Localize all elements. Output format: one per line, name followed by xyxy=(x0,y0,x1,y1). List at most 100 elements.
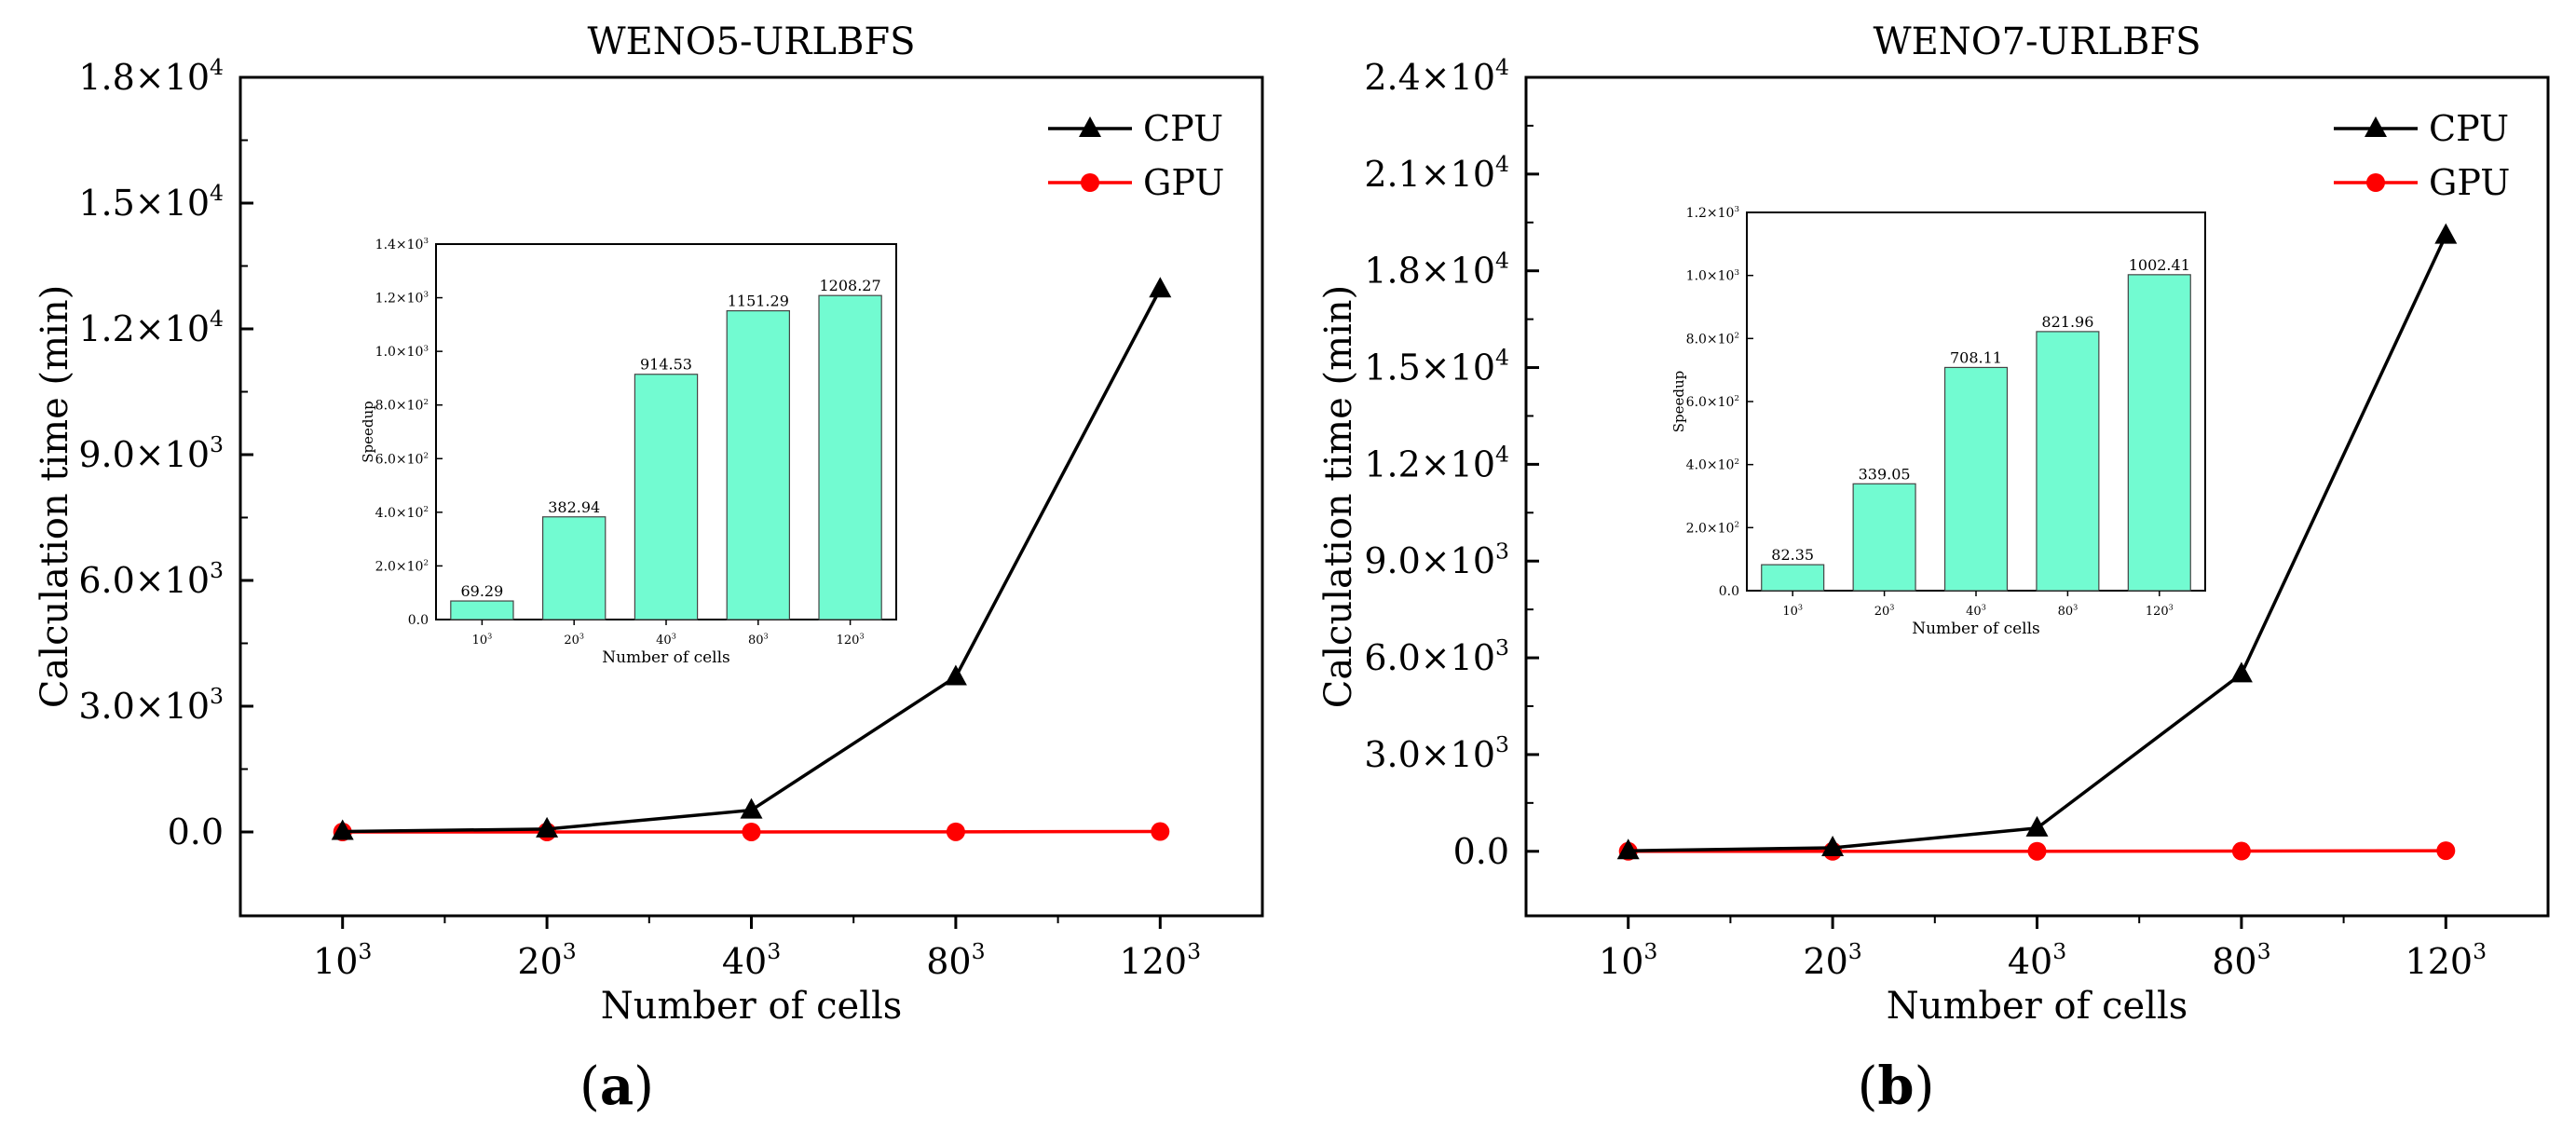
data-point-gpu xyxy=(2231,841,2251,861)
legend-marker-cpu xyxy=(1079,116,1101,137)
inset-x-tick-label: 103 xyxy=(472,633,493,647)
inset-y-tick-label: 1.2×103 xyxy=(375,291,429,307)
inset-y-tick-label: 4.0×102 xyxy=(375,505,429,521)
data-point-cpu xyxy=(536,816,559,838)
inset-x-tick-label: 203 xyxy=(564,633,584,647)
y-tick-label: 9.0×103 xyxy=(78,431,224,475)
y-tick-label: 6.0×103 xyxy=(1364,634,1509,678)
x-tick-label: 803 xyxy=(926,938,985,982)
data-point-gpu xyxy=(2027,841,2047,861)
y-tick-label: 2.4×104 xyxy=(1364,54,1509,98)
y-tick-label: 1.8×104 xyxy=(78,54,224,98)
x-tick-label: 203 xyxy=(517,938,576,982)
y-tick-label: 6.0×103 xyxy=(78,557,224,601)
inset-x-axis-label: Number of cells xyxy=(602,648,730,667)
panel-label: (a) xyxy=(579,1056,654,1117)
y-tick-label: 9.0×103 xyxy=(1364,538,1509,581)
x-tick-label: 1203 xyxy=(1120,938,1202,982)
inset-x-axis-label: Number of cells xyxy=(1912,620,2040,638)
x-tick-label: 803 xyxy=(2212,938,2270,982)
legend-marker-gpu xyxy=(1081,173,1099,192)
y-tick-label: 1.2×104 xyxy=(1364,441,1509,484)
inset-y-tick-label: 6.0×102 xyxy=(1686,394,1739,410)
inset-bar xyxy=(2127,274,2191,592)
data-point-gpu xyxy=(2436,841,2456,861)
y-tick-label: 3.0×103 xyxy=(78,683,224,727)
inset-x-tick-label: 403 xyxy=(656,633,676,647)
inset-bar-value-label: 1151.29 xyxy=(728,293,789,310)
x-tick-label: 203 xyxy=(1803,938,1861,982)
inset-bar xyxy=(818,294,882,620)
data-point-cpu xyxy=(944,664,967,686)
inset-x-tick-label: 203 xyxy=(1874,604,1895,619)
x-tick-label: 103 xyxy=(1599,938,1657,982)
legend-label-cpu: CPU xyxy=(2429,108,2509,149)
legend-marker-gpu xyxy=(2366,173,2385,192)
x-axis-label: Number of cells xyxy=(1887,985,2188,1028)
legend-label-gpu: GPU xyxy=(1143,162,1224,203)
inset-bar-value-label: 821.96 xyxy=(2041,313,2093,331)
data-point-cpu xyxy=(1616,838,1640,860)
data-point-cpu xyxy=(1149,277,1172,298)
inset-bar xyxy=(2036,331,2100,592)
inset-x-tick-label: 803 xyxy=(2058,604,2079,619)
inset-y-tick-label: 8.0×102 xyxy=(375,398,429,414)
x-tick-label: 403 xyxy=(2008,938,2066,982)
x-tick-label: 103 xyxy=(313,938,372,982)
x-tick-label: 403 xyxy=(722,938,781,982)
inset-y-tick-label: 2.0×102 xyxy=(1686,520,1739,536)
y-tick-label: 0.0 xyxy=(1453,831,1509,872)
data-point-cpu xyxy=(740,797,763,819)
x-axis-label: Number of cells xyxy=(601,985,903,1028)
inset-y-tick-label: 1.4×103 xyxy=(375,237,429,252)
data-point-cpu xyxy=(2434,223,2458,244)
data-point-cpu xyxy=(1821,835,1845,856)
y-axis-label: Calculation time (min) xyxy=(34,285,76,708)
inset-bar xyxy=(1852,483,1916,592)
inset-y-tick-label: 6.0×102 xyxy=(375,451,429,467)
x-tick-label: 1203 xyxy=(2406,938,2487,982)
inset-y-tick-label: 1.2×103 xyxy=(1686,205,1739,221)
inset-bar-value-label: 339.05 xyxy=(1859,465,1911,483)
inset-x-tick-label: 403 xyxy=(1966,604,1986,619)
inset-bar xyxy=(542,516,607,620)
legend-label-cpu: CPU xyxy=(1143,108,1223,149)
y-tick-label: 3.0×103 xyxy=(1364,731,1509,775)
inset-bar-value-label: 708.11 xyxy=(1950,348,2002,366)
inset-x-tick-label: 103 xyxy=(1782,604,1803,619)
inset-bar-value-label: 914.53 xyxy=(640,356,692,374)
data-point-cpu xyxy=(331,819,354,840)
inset-bar-value-label: 1208.27 xyxy=(820,277,881,294)
chart-panel-b: WENO7-URLBFS 0.0 3.0×103 6.0×103 9.0×103 1.2×… xyxy=(1317,20,2550,1117)
y-tick-label: 1.5×104 xyxy=(78,180,224,224)
y-axis-label: Calculation time (min) xyxy=(1317,285,1360,708)
inset-y-axis-label: Speedup xyxy=(1670,371,1687,433)
inset-bar-value-label: 1002.41 xyxy=(2129,256,2190,274)
data-point-cpu xyxy=(2229,661,2253,683)
inset-y-axis-label: Speedup xyxy=(360,401,376,463)
inset-bar xyxy=(726,309,790,620)
chart-title: WENO7-URLBFS xyxy=(1873,20,2201,63)
inset-bar xyxy=(1943,366,2009,592)
panel-label: (b) xyxy=(1858,1056,1935,1117)
inset-y-tick-label: 0.0 xyxy=(408,613,429,628)
data-point-cpu xyxy=(2025,815,2049,837)
inset-x-tick-label: 1203 xyxy=(837,633,865,647)
inset-bar-value-label: 382.94 xyxy=(548,498,600,516)
y-tick-label: 2.1×104 xyxy=(1364,151,1509,195)
inset-y-tick-label: 1.0×103 xyxy=(375,344,429,360)
inset-y-tick-label: 8.0×102 xyxy=(1686,331,1739,347)
inset-bar xyxy=(1761,564,1825,592)
y-tick-label: 0.0 xyxy=(168,811,224,852)
inset-x-tick-label: 803 xyxy=(748,633,769,647)
data-point-gpu xyxy=(1151,822,1170,841)
inset-bar xyxy=(634,374,699,620)
inset-bar-chart: 0.0 2.0×102 4.0×102 6.0×102 8.0×102 1.0×103 1.… xyxy=(1670,205,2206,638)
inset-y-tick-label: 1.0×103 xyxy=(1686,268,1739,284)
data-point-gpu xyxy=(946,822,965,841)
inset-y-tick-label: 4.0×102 xyxy=(1686,457,1739,473)
inset-y-tick-label: 2.0×102 xyxy=(375,559,429,575)
inset-bar-value-label: 82.35 xyxy=(1771,546,1814,564)
data-point-gpu xyxy=(742,822,761,841)
